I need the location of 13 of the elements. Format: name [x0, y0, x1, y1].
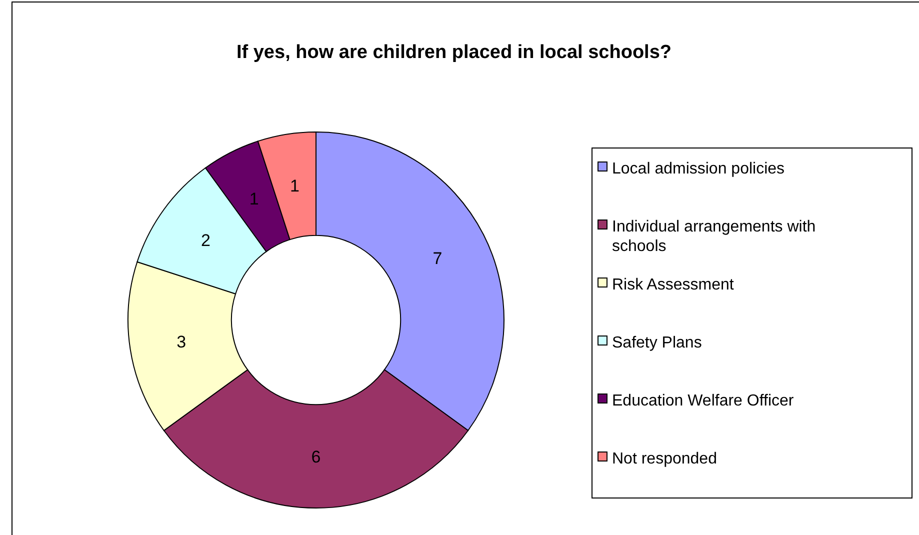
data-label: 7	[432, 249, 442, 268]
legend-label: Local admission policies	[612, 160, 785, 178]
legend-label: Education Welfare Officer	[612, 392, 794, 410]
data-label: 2	[200, 230, 210, 250]
data-label: 3	[176, 332, 186, 352]
legend-label: Risk Assessment	[612, 276, 734, 294]
data-label: 6	[311, 447, 321, 466]
legend-label: Safety Plans	[612, 334, 702, 352]
chart-title: If yes, how are children placed in local schools?	[236, 42, 672, 63]
data-label: 1	[249, 190, 259, 209]
legend-label: Individual arrangements with schools	[612, 218, 816, 255]
data-label: 1	[290, 176, 300, 196]
legend-label: Not responded	[612, 450, 717, 468]
